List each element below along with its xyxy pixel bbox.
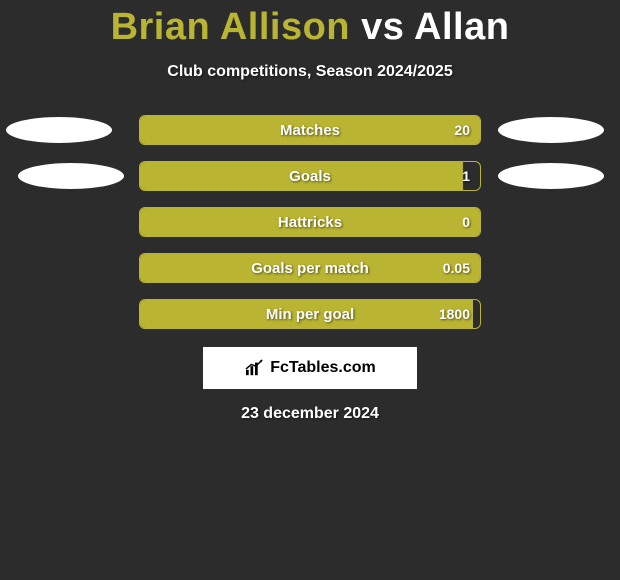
avatar-placeholder-left xyxy=(6,117,112,143)
stat-label: Min per goal xyxy=(140,300,480,328)
stat-label: Goals per match xyxy=(140,254,480,282)
subtitle: Club competitions, Season 2024/2025 xyxy=(167,63,452,81)
player2-name: Allan xyxy=(414,6,509,48)
comparison-infographic: Brian Allison vs Allan Club competitions… xyxy=(0,0,620,580)
page-title: Brian Allison vs Allan xyxy=(111,6,510,49)
avatar-placeholder-right xyxy=(498,117,604,143)
brand-text: FcTables.com xyxy=(270,359,376,377)
stat-label: Matches xyxy=(140,116,480,144)
avatar-placeholder-left xyxy=(18,163,124,189)
stat-row: Goals per match 0.05 xyxy=(0,253,620,283)
stat-value: 20 xyxy=(454,116,470,144)
stat-value: 0 xyxy=(462,208,470,236)
bar-track: Goals per match 0.05 xyxy=(139,253,481,283)
stat-row: Min per goal 1800 xyxy=(0,299,620,329)
avatar-placeholder-right xyxy=(498,163,604,189)
chart-icon xyxy=(244,359,266,377)
date-label: 23 december 2024 xyxy=(241,405,379,423)
brand-badge[interactable]: FcTables.com xyxy=(203,347,417,389)
bar-track: Matches 20 xyxy=(139,115,481,145)
stat-value: 1 xyxy=(462,162,470,190)
stat-label: Hattricks xyxy=(140,208,480,236)
bar-track: Goals 1 xyxy=(139,161,481,191)
bar-track: Min per goal 1800 xyxy=(139,299,481,329)
stat-row: Goals 1 xyxy=(0,161,620,191)
stat-row: Hattricks 0 xyxy=(0,207,620,237)
player1-name: Brian Allison xyxy=(111,6,350,48)
stat-value: 0.05 xyxy=(443,254,470,282)
stat-label: Goals xyxy=(140,162,480,190)
vs-separator: vs xyxy=(361,6,404,48)
stat-value: 1800 xyxy=(439,300,470,328)
stat-row: Matches 20 xyxy=(0,115,620,145)
stats-area: Matches 20 Goals 1 Hattricks 0 xyxy=(0,115,620,329)
bar-track: Hattricks 0 xyxy=(139,207,481,237)
